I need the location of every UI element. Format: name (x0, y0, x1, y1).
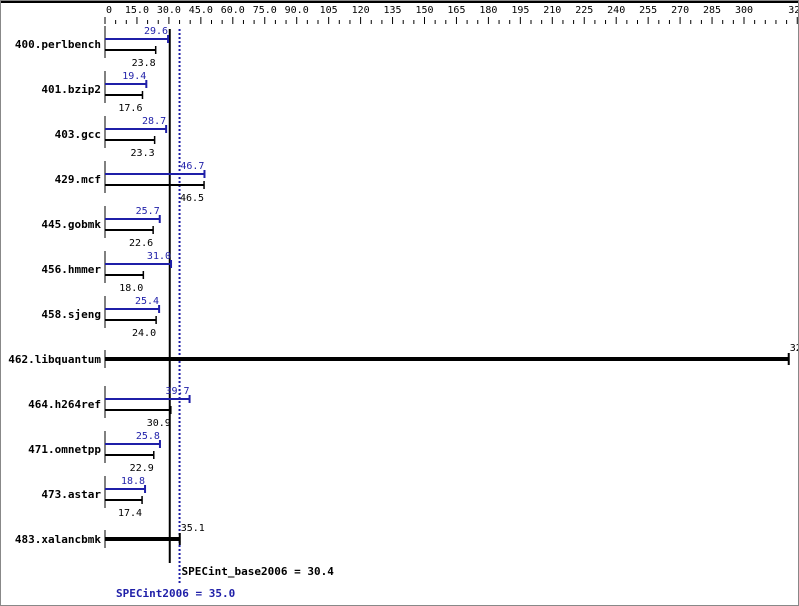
axis-tick-label: 165 (447, 5, 465, 16)
axis-tick-label: 300 (735, 5, 753, 16)
base-value-label: 22.9 (130, 463, 154, 474)
peak-value-label: 19.4 (122, 71, 146, 82)
base-value-label: 46.5 (180, 193, 204, 204)
axis-tick-label: 255 (639, 5, 657, 16)
benchmark-label: 462.libquantum (8, 353, 101, 366)
benchmark-label: 473.astar (41, 488, 101, 501)
base-value-label: 30.9 (147, 418, 171, 429)
peak-value-label: 25.8 (136, 431, 160, 442)
benchmark-label: 464.h264ref (28, 398, 101, 411)
peak-value-label: 28.7 (142, 116, 166, 127)
base-reference-label: SPECint_base2006 = 30.4 (182, 565, 335, 578)
axis-tick-label: 240 (607, 5, 625, 16)
peak-value-label: 25.7 (136, 206, 160, 217)
peak-value-label: 25.4 (135, 296, 159, 307)
axis-tick-label: 105 (320, 5, 338, 16)
peak-value-label: 31.0 (147, 251, 171, 262)
peak-value-label: 29.6 (144, 26, 168, 37)
axis-tick-label: 270 (671, 5, 689, 16)
peak-value-label: 18.8 (121, 476, 145, 487)
axis-tick-label: 0 (106, 5, 112, 16)
axis-tick-label: 75.0 (253, 5, 277, 16)
benchmark-label: 456.hmmer (41, 263, 101, 276)
base-value-label: 17.6 (118, 103, 142, 114)
benchmark-label: 401.bzip2 (41, 83, 101, 96)
benchmark-label: 483.xalancbmk (15, 533, 101, 546)
benchmark-label: 445.gobmk (41, 218, 101, 231)
axis-tick-label: 135 (384, 5, 402, 16)
axis-tick-label: 195 (511, 5, 529, 16)
axis-tick-label: 225 (575, 5, 593, 16)
peak-reference-label: SPECint2006 = 35.0 (116, 587, 235, 600)
benchmark-label: 403.gcc (55, 128, 101, 141)
base-value-label: 18.0 (119, 283, 143, 294)
axis-tick-label: 150 (415, 5, 433, 16)
axis-tick-label: 325 (788, 5, 798, 16)
combined-value-label: 321 (790, 343, 798, 354)
axis-tick-label: 120 (352, 5, 370, 16)
axis-tick-label: 15.0 (125, 5, 149, 16)
base-value-label: 22.6 (129, 238, 153, 249)
axis-tick-label: 180 (479, 5, 497, 16)
peak-value-label: 46.7 (180, 161, 204, 172)
combined-value-label: 35.1 (181, 523, 205, 534)
axis-tick-label: 210 (543, 5, 561, 16)
base-value-label: 23.8 (132, 58, 156, 69)
axis-tick-label: 285 (703, 5, 721, 16)
benchmark-label: 429.mcf (55, 173, 101, 186)
axis-tick-label: 60.0 (221, 5, 245, 16)
axis-tick-label: 45.0 (189, 5, 213, 16)
base-value-label: 17.4 (118, 508, 142, 519)
base-value-label: 23.3 (131, 148, 155, 159)
axis-tick-label: 90.0 (285, 5, 309, 16)
base-value-label: 24.0 (132, 328, 156, 339)
benchmark-label: 400.perlbench (15, 38, 101, 51)
axis-tick-label: 30.0 (157, 5, 181, 16)
benchmark-label: 471.omnetpp (28, 443, 101, 456)
peak-value-label: 39.7 (165, 386, 189, 397)
benchmark-label: 458.sjeng (41, 308, 101, 321)
